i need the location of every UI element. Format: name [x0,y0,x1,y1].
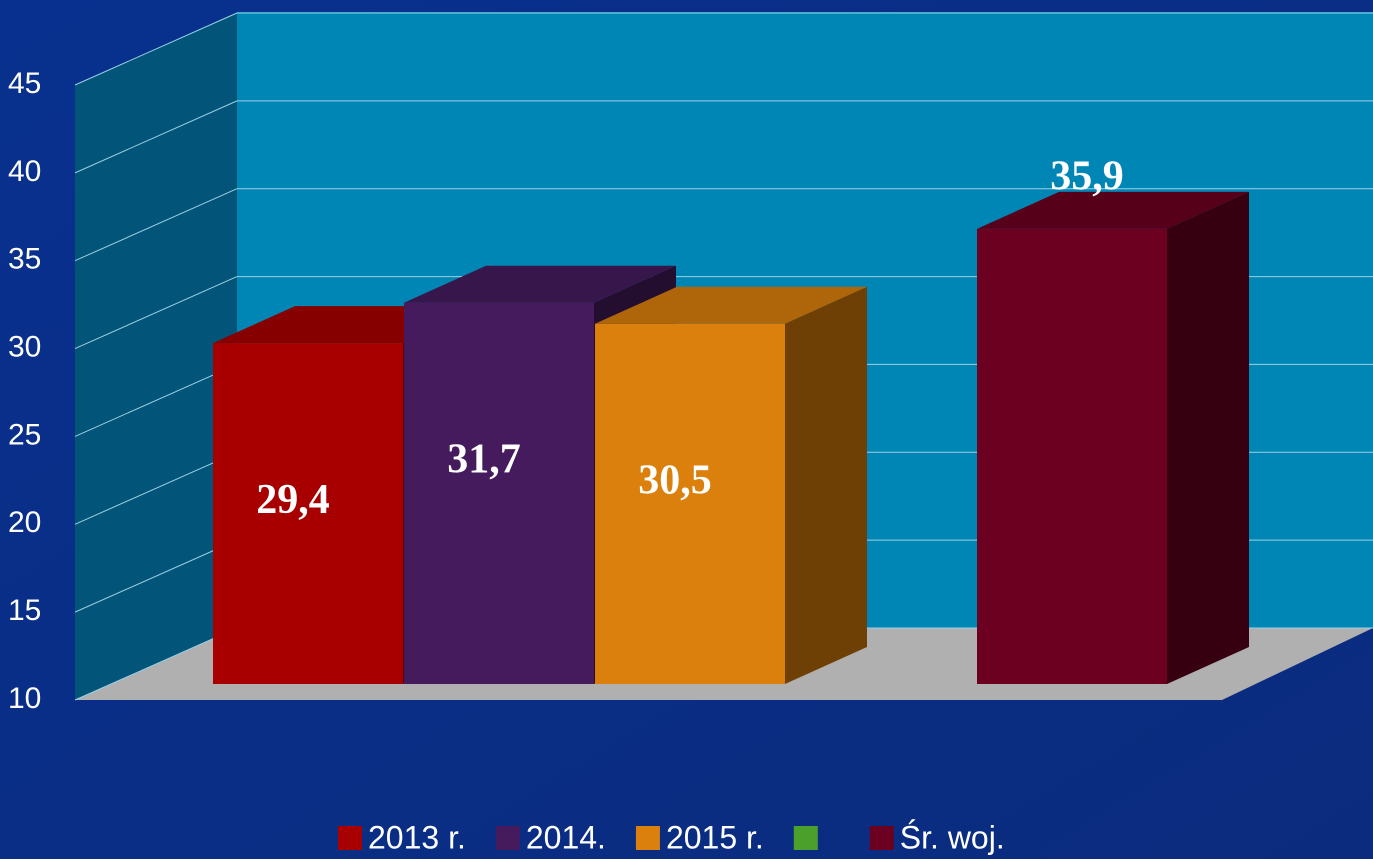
grid-line [74,276,238,350]
bar-top [595,286,867,324]
grid-line [74,100,238,174]
y-tick-label: 30 [8,330,41,363]
data-label: 30,5 [638,457,712,503]
data-label: 35,9 [1050,154,1124,200]
grid-line [74,188,238,262]
grid-line [74,451,238,525]
data-label: 31,7 [447,436,521,482]
bar-side [1167,191,1249,684]
y-tick-label: 10 [8,682,41,715]
legend-label: Śr. woj. [900,819,1005,855]
y-tick-label: 15 [8,594,41,627]
data-label: 29,4 [256,477,330,523]
bar-top [404,265,676,303]
bar [213,343,403,684]
legend-swatch [338,826,362,850]
legend-swatch [869,826,894,850]
bar-top [977,191,1249,229]
side-wall [75,12,237,700]
legend-swatch [793,826,818,850]
legend-swatch [495,826,520,850]
y-tick-label: 20 [8,506,41,539]
bar-side [785,286,867,684]
y-tick-label: 45 [8,67,41,100]
legend-label: 2015 r. [666,819,764,855]
bar [404,302,594,684]
legend-label: 2013 r. [368,819,466,855]
grid-line [74,12,238,86]
y-tick-label: 40 [8,155,41,188]
grid-line [74,539,238,613]
grid-line [74,363,238,437]
bar [977,228,1167,684]
bar [595,323,785,684]
y-tick-label: 25 [8,418,41,451]
grid-line [74,627,238,701]
legend-swatch [635,826,660,850]
legend-label: 2014. [526,819,606,855]
y-tick-label: 35 [8,243,41,276]
